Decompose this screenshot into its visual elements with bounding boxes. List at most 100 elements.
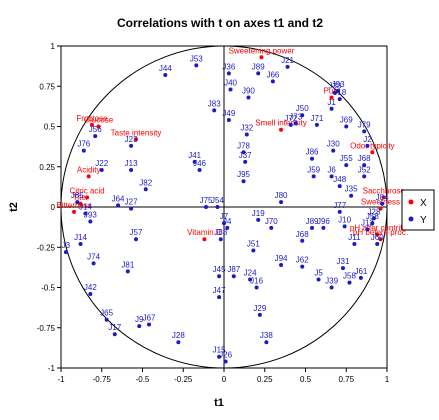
- point-y: [226, 118, 231, 123]
- point-label-y: J52: [358, 165, 371, 174]
- point-y: [362, 129, 367, 134]
- point-y: [93, 134, 98, 139]
- point-y: [218, 237, 223, 242]
- point-label-y: J84: [376, 193, 389, 202]
- legend: XY: [401, 189, 435, 231]
- point-label-y: J61: [354, 267, 367, 276]
- point-label-y: J12: [361, 219, 374, 228]
- point-y: [91, 261, 96, 266]
- point-x: [259, 55, 264, 60]
- point-label-y: J35: [345, 185, 358, 194]
- point-label-y: J14: [79, 202, 92, 211]
- point-label-y: J67: [143, 314, 156, 323]
- point-y: [217, 274, 222, 279]
- point-label-y: J45: [213, 265, 226, 274]
- point-y: [223, 359, 228, 364]
- point-y: [257, 312, 262, 317]
- x-tick-label: 0.75: [338, 375, 354, 384]
- point-y: [337, 184, 342, 189]
- y-tick-label: -1: [48, 364, 56, 373]
- point-y: [371, 216, 376, 221]
- legend-box: [401, 189, 435, 231]
- point-label-y: J31: [337, 257, 350, 266]
- point-label-x: Sweetening power: [229, 46, 295, 55]
- point-y: [256, 217, 261, 222]
- point-label-y: J89: [252, 62, 265, 71]
- point-label-y: J55: [340, 154, 353, 163]
- point-label-y: J49: [222, 109, 235, 118]
- point-y: [228, 87, 233, 92]
- point-y: [133, 237, 138, 242]
- point-label-y: J26: [219, 351, 232, 360]
- point-y: [241, 179, 246, 184]
- point-y: [380, 201, 385, 206]
- point-y: [365, 143, 370, 148]
- point-y: [347, 280, 352, 285]
- point-label-y: J64: [112, 194, 125, 203]
- y-tick-label: 0: [51, 203, 56, 212]
- point-label-y: J87: [227, 265, 240, 274]
- point-x: [279, 127, 284, 132]
- point-label-y: J38: [260, 331, 273, 340]
- point-x: [329, 95, 334, 100]
- point-y: [310, 225, 315, 230]
- point-label-y: J54: [211, 196, 224, 205]
- point-label-y: J21: [281, 56, 294, 65]
- point-label-y: J7: [220, 212, 229, 221]
- point-label-y: J30: [327, 140, 340, 149]
- point-x: [370, 150, 375, 155]
- point-label-y: J28: [368, 207, 381, 216]
- point-label-y: J95: [237, 170, 250, 179]
- point-label-y: J48: [333, 175, 346, 184]
- x-tick-label: -0.75: [93, 375, 112, 384]
- point-y: [337, 97, 342, 102]
- point-y: [329, 106, 334, 111]
- point-y: [293, 121, 298, 126]
- point-y: [88, 219, 93, 224]
- point-label-y: J46: [193, 159, 206, 168]
- x-tick-label: -1: [57, 375, 65, 384]
- point-label-y: J18: [333, 88, 346, 97]
- point-label-y: J23: [125, 135, 138, 144]
- point-y: [116, 203, 121, 208]
- point-y: [329, 174, 334, 179]
- point-label-y: J96: [317, 217, 330, 226]
- point-label-y: J57: [130, 228, 143, 237]
- point-y: [88, 291, 93, 296]
- x-tick-label: 0: [222, 375, 227, 384]
- point-y: [264, 340, 269, 345]
- y-tick-label: 1: [51, 42, 56, 51]
- point-label-y: J5: [314, 268, 323, 277]
- point-label-y: J1: [327, 98, 336, 107]
- point-label-y: J83: [208, 99, 221, 108]
- point-label-y: J9: [135, 315, 144, 324]
- point-label-y: J58: [343, 272, 356, 281]
- point-y: [344, 163, 349, 168]
- point-y: [310, 156, 315, 161]
- point-y: [129, 143, 134, 148]
- point-y: [83, 211, 88, 216]
- point-y: [269, 225, 274, 230]
- point-y: [337, 209, 342, 214]
- point-label-y: J19: [252, 209, 265, 218]
- point-y: [288, 122, 293, 127]
- point-label-y: J33: [328, 82, 341, 91]
- point-label-x: Odor typicity: [350, 141, 394, 150]
- x-tick-label: 1: [385, 375, 390, 384]
- point-y: [331, 148, 336, 153]
- point-y: [129, 167, 134, 172]
- point-label-y: J78: [237, 141, 250, 150]
- point-label-y: J53: [190, 54, 203, 63]
- point-y: [215, 205, 220, 209]
- point-x: [96, 124, 101, 129]
- point-label-y: J42: [84, 283, 97, 292]
- point-y: [300, 113, 305, 118]
- point-y: [316, 277, 321, 282]
- point-label-y: J82: [139, 178, 152, 187]
- point-y: [300, 238, 305, 243]
- point-label-y: J80: [275, 191, 288, 200]
- point-x: [378, 206, 383, 211]
- point-y: [332, 90, 337, 95]
- point-y: [222, 221, 226, 226]
- point-x: [89, 122, 94, 127]
